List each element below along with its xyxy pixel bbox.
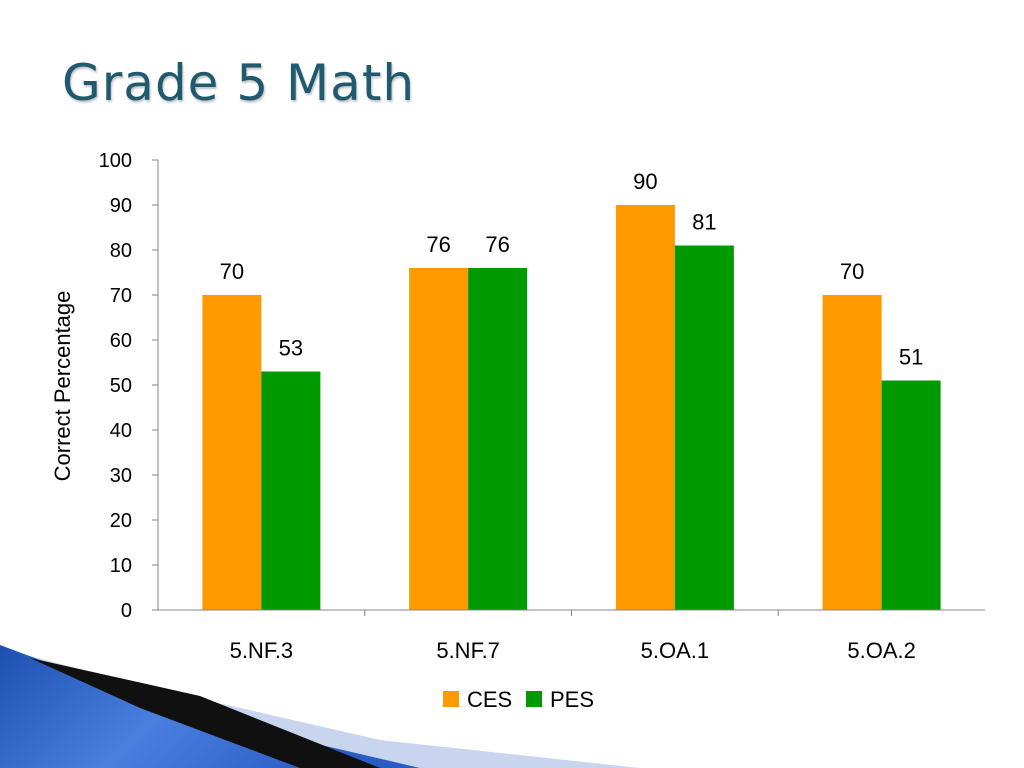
- y-tick-label: 0: [121, 600, 132, 622]
- data-label: 70: [840, 259, 864, 284]
- x-category-label: 5.NF.3: [230, 638, 294, 663]
- bar-pes-5-oa-1: [674, 245, 734, 610]
- axis-layer: 0 10 20 30 40 50 60 70 80 90 100: [99, 150, 985, 622]
- y-tick-label: 70: [110, 285, 132, 307]
- decor-blue-swoosh: [0, 645, 420, 768]
- y-tick-label: 30: [110, 465, 132, 487]
- labels-layer: 70 53 5.NF.3 76 76 5.NF.7 90 81 5.OA.1 70 51 5.OA.2: [220, 169, 924, 663]
- data-label: 76: [426, 232, 450, 257]
- data-label: 76: [485, 232, 509, 257]
- legend-label-ces: CES: [467, 687, 512, 712]
- x-category-label: 5.OA.2: [847, 638, 915, 663]
- bar-pes-5-oa-2: [881, 380, 941, 610]
- y-tick-label: 90: [110, 195, 132, 217]
- data-label: 70: [220, 259, 244, 284]
- slide-title: Grade 5 Math: [62, 54, 416, 112]
- data-label: 53: [279, 336, 303, 361]
- y-tick-label: 40: [110, 420, 132, 442]
- y-tick-label: 50: [110, 375, 132, 397]
- x-category-label: 5.NF.7: [436, 638, 500, 663]
- y-tick-label: 80: [110, 240, 132, 262]
- data-label: 51: [899, 345, 923, 370]
- legend-label-pes: PES: [550, 687, 594, 712]
- bar-pes-5-nf-3: [261, 371, 321, 610]
- bar-ces-5-nf-7: [409, 268, 469, 610]
- legend-swatch-ces: [443, 691, 459, 707]
- bar-ces-5-oa-1: [615, 205, 675, 610]
- legend-swatch-pes: [526, 691, 542, 707]
- legend: CES PES: [443, 687, 594, 712]
- bar-ces-5-oa-2: [822, 295, 882, 610]
- y-tick-label: 100: [99, 150, 132, 172]
- y-axis-title: Correct Percentage: [50, 291, 75, 482]
- y-tick-label: 60: [110, 330, 132, 352]
- bar-ces-5-nf-3: [202, 295, 262, 610]
- y-tick-label: 20: [110, 510, 132, 532]
- decor-black-swoosh: [30, 658, 380, 768]
- data-label: 90: [633, 169, 657, 194]
- data-label: 81: [692, 210, 716, 235]
- y-tick-label: 10: [110, 555, 132, 577]
- bar-pes-5-nf-7: [468, 268, 528, 610]
- bars-layer: [202, 205, 941, 610]
- x-category-label: 5.OA.1: [641, 638, 709, 663]
